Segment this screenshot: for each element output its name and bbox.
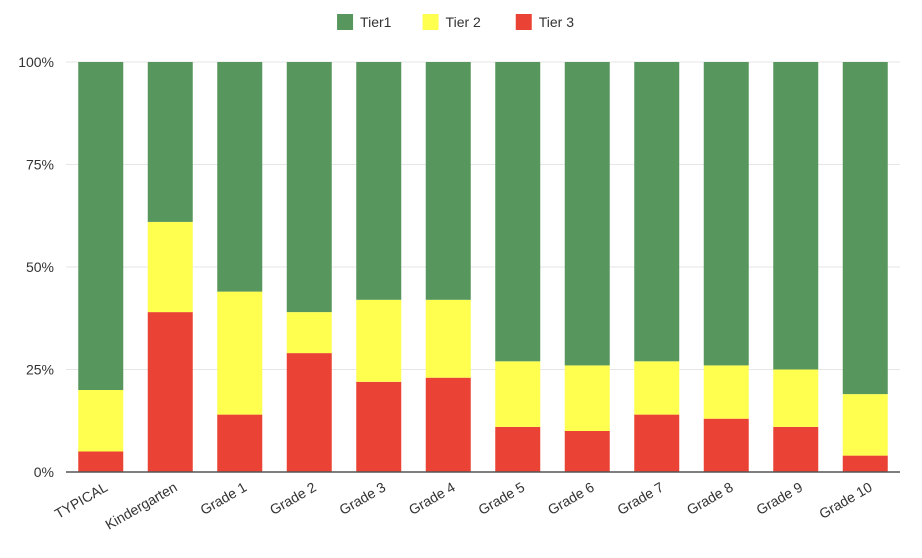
bar-tier1-grade-1 (217, 62, 263, 292)
bar-tier-3-kindergarten (147, 312, 193, 472)
bar-tier-2-grade-10 (842, 394, 888, 456)
bar-tier-2-grade-5 (495, 361, 541, 427)
bar-stack-grade-4 (425, 62, 471, 472)
bar-tier1-kindergarten (147, 62, 193, 222)
bar-tier-3-grade-7 (634, 414, 680, 472)
legend: Tier1 Tier 2 Tier 3 (337, 14, 574, 30)
bar-tier-2-grade-8 (703, 365, 749, 419)
bar-stack-grade-7 (634, 62, 680, 472)
bar-tier-3-grade-3 (356, 381, 402, 472)
bar-stack-grade-3 (356, 62, 402, 472)
x-tick-label: Grade 2 (267, 479, 319, 518)
bar-tier-2-grade-9 (773, 369, 819, 427)
x-tick-label: Grade 7 (614, 479, 666, 518)
bar-stack-grade-9 (773, 62, 819, 472)
bar-stack-grade-1 (217, 62, 263, 472)
bar-stack-grade-8 (703, 62, 749, 472)
x-tick-label: Kindergarten (102, 479, 179, 533)
bar-stack-grade-2 (286, 62, 332, 472)
legend-item-tier1: Tier1 (337, 14, 392, 30)
bar-tier1-grade-2 (286, 62, 332, 313)
bar-tier-3-grade-1 (217, 414, 263, 472)
bar-tier1-grade-4 (425, 62, 471, 300)
bar-stack-kindergarten (147, 62, 193, 472)
x-tick-label: Grade 3 (336, 479, 388, 518)
y-tick-label: 50% (26, 259, 54, 275)
bar-stack-typical (78, 62, 124, 472)
grid (66, 61, 900, 370)
y-tick-label: 25% (26, 362, 54, 378)
y-axis: 0% 25% 50% 75% 100% (18, 54, 54, 480)
bar-tier-3-grade-5 (495, 426, 541, 472)
bar-tier-2-typical (78, 390, 124, 452)
bar-tier1-grade-7 (634, 62, 680, 362)
bar-tier-3-grade-8 (703, 418, 749, 472)
bar-stack-grade-6 (564, 62, 610, 472)
legend-item-tier-2: Tier 2 (422, 14, 481, 30)
legend-label: Tier 2 (446, 14, 481, 30)
legend-swatch (337, 14, 354, 30)
x-tick-label: Grade 6 (545, 479, 597, 518)
bar-tier1-typical (78, 62, 124, 390)
x-tick-label: Grade 9 (753, 479, 805, 518)
legend-swatch (515, 14, 532, 30)
bar-stack-grade-10 (842, 62, 888, 472)
legend-label: Tier 3 (539, 14, 574, 30)
bar-tier-3-grade-9 (773, 426, 819, 472)
bar-tier-3-typical (78, 451, 124, 472)
x-tick-label: Grade 8 (684, 479, 736, 518)
bar-tier1-grade-5 (495, 62, 541, 362)
bar-tier-3-grade-10 (842, 455, 888, 472)
x-tick-label: Grade 10 (816, 479, 875, 522)
bar-tier-2-grade-2 (286, 312, 332, 354)
bar-tier-3-grade-2 (286, 353, 332, 472)
x-tick-label: Grade 4 (406, 479, 458, 518)
bar-tier1-grade-6 (564, 62, 610, 366)
bar-tier-2-grade-3 (356, 299, 402, 382)
bar-tier1-grade-8 (703, 62, 749, 366)
x-tick-label: TYPICAL (52, 479, 111, 522)
y-tick-label: 75% (26, 157, 54, 173)
y-tick-label: 100% (18, 54, 54, 70)
bar-tier-3-grade-6 (564, 431, 610, 472)
bars (78, 62, 888, 472)
bar-tier1-grade-9 (773, 62, 819, 370)
bar-tier-2-grade-7 (634, 361, 680, 415)
legend-label: Tier1 (360, 14, 392, 30)
bar-tier1-grade-3 (356, 62, 402, 300)
x-tick-label: Grade 1 (197, 479, 249, 518)
bar-tier-2-grade-1 (217, 291, 263, 415)
bar-stack-grade-5 (495, 62, 541, 472)
bar-tier-2-kindergarten (147, 221, 193, 313)
bar-tier-2-grade-6 (564, 365, 610, 431)
bar-tier-3-grade-4 (425, 377, 471, 472)
legend-swatch (422, 14, 439, 30)
bar-tier1-grade-10 (842, 62, 888, 395)
x-tick-label: Grade 5 (475, 479, 527, 518)
legend-item-tier-3: Tier 3 (515, 14, 574, 30)
y-tick-label: 0% (34, 464, 54, 480)
bar-tier-2-grade-4 (425, 299, 471, 378)
